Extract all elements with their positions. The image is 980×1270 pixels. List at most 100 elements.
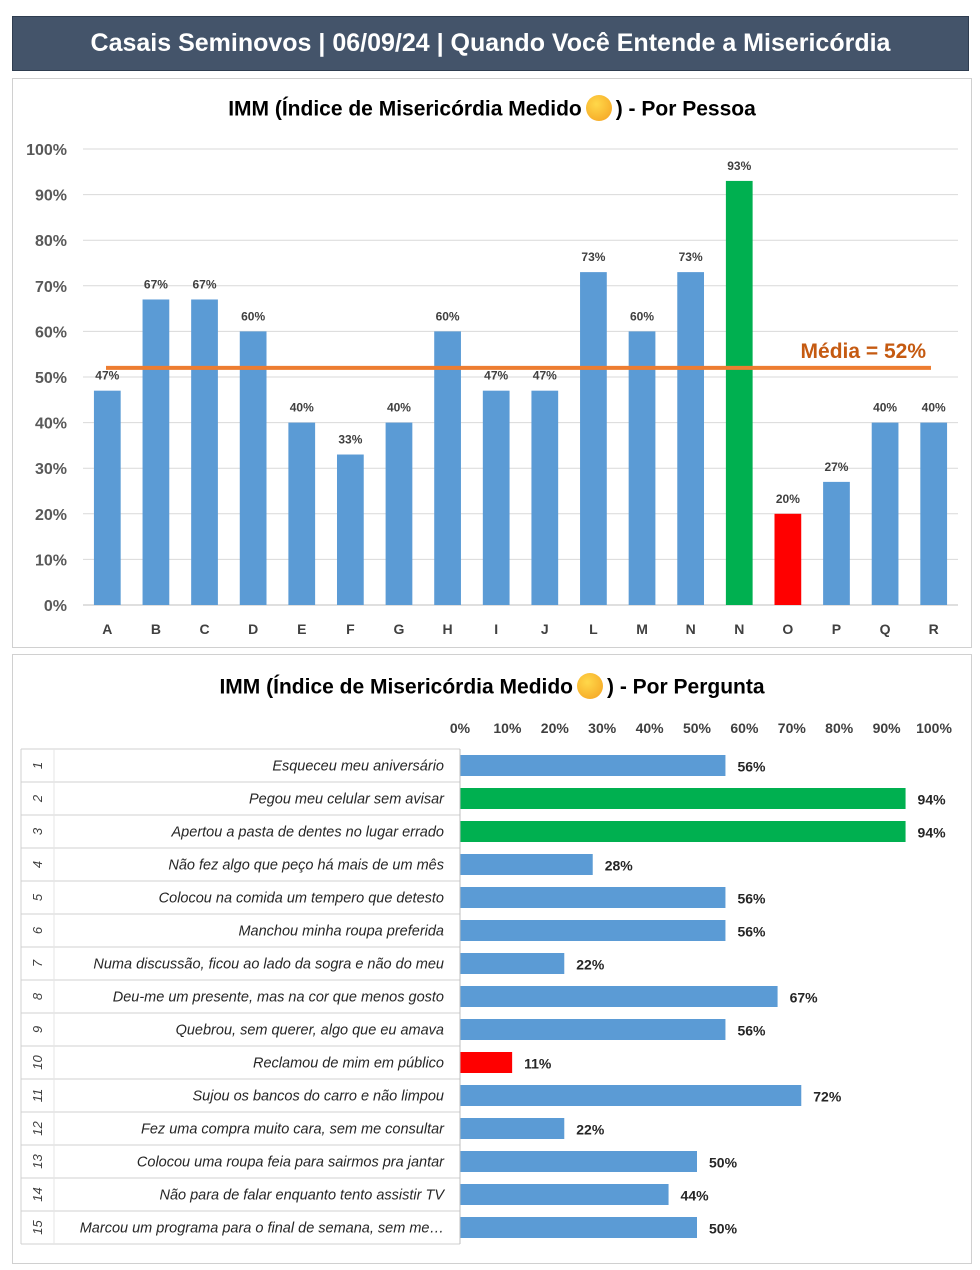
bar — [460, 953, 565, 974]
bar — [288, 422, 316, 605]
x-tick-label: 90% — [873, 720, 902, 736]
chart-title-per-question: IMM (Índice de Misericórdia Medido) - Po… — [13, 673, 971, 701]
row-number: 2 — [30, 794, 45, 803]
chart-panel-per-question: IMM (Índice de Misericórdia Medido) - Po… — [12, 654, 972, 1264]
x-tick-label: P — [832, 621, 841, 637]
bar — [460, 1085, 802, 1106]
data-label: 60% — [436, 309, 460, 323]
question-label: Pegou meu celular sem avisar — [249, 792, 445, 808]
x-tick-label: E — [297, 621, 306, 637]
data-label: 40% — [873, 401, 897, 415]
x-tick-label: F — [346, 621, 355, 637]
bar — [725, 180, 753, 606]
y-tick-label: 40% — [35, 416, 67, 433]
x-tick-label: B — [151, 621, 161, 637]
bar — [460, 986, 778, 1007]
data-label: 44% — [681, 1188, 710, 1204]
x-tick-label: J — [541, 621, 549, 637]
page-title: Casais Seminovos | 06/09/24 | Quando Voc… — [90, 29, 891, 57]
chart-title-per-person: IMM (Índice de Misericórdia Medido) - Po… — [13, 95, 971, 123]
question-label: Não fez algo que peço há mais de um mês — [168, 858, 444, 874]
y-tick-label: 60% — [35, 324, 67, 341]
x-tick-label: A — [102, 621, 112, 637]
bar — [142, 299, 170, 605]
x-tick-label: 20% — [541, 720, 570, 736]
data-label: 28% — [605, 858, 634, 874]
data-label: 94% — [918, 792, 947, 808]
x-tick-label: 70% — [778, 720, 807, 736]
data-label: 40% — [290, 401, 314, 415]
row-number: 4 — [30, 861, 45, 868]
x-tick-label: N — [686, 621, 696, 637]
bar — [434, 331, 461, 605]
data-label: 73% — [679, 250, 703, 264]
row-number: 12 — [30, 1121, 45, 1136]
question-label: Manchou minha roupa preferida — [238, 924, 444, 940]
question-label: Não para de falar enquanto tento assisti… — [159, 1188, 445, 1204]
data-label: 73% — [581, 250, 605, 264]
row-number: 6 — [30, 926, 45, 934]
question-label: Deu-me um presente, mas na cor que menos… — [113, 990, 444, 1006]
y-tick-label: 30% — [35, 461, 67, 478]
column-chart-per-person: 0% 10% 20% 30% 40% 50% 60% 70% 80% 90% 100% 47% A 67%… — [26, 142, 958, 637]
x-tick-label: R — [929, 621, 939, 637]
bar — [460, 1019, 726, 1040]
y-tick-label: 0% — [44, 598, 67, 615]
bar — [239, 331, 267, 605]
data-label: 50% — [709, 1221, 738, 1237]
bar — [460, 1217, 697, 1238]
x-tick-label: 40% — [636, 720, 665, 736]
question-label: Sujou os bancos do carro e não limpou — [193, 1089, 445, 1105]
x-tick-label: 10% — [493, 720, 522, 736]
data-label: 56% — [737, 1023, 766, 1039]
question-label: Colocou na comida um tempero que detesto — [159, 891, 444, 907]
page-header: Casais Seminovos | 06/09/24 | Quando Voc… — [12, 16, 969, 71]
row-number: 14 — [30, 1187, 45, 1201]
bar — [191, 299, 218, 605]
y-tick-label: 80% — [35, 233, 67, 250]
data-label: 67% — [790, 990, 819, 1006]
x-tick-label: 100% — [916, 720, 952, 736]
data-label: 56% — [737, 759, 766, 775]
row-number: 1 — [30, 762, 45, 769]
data-label: 33% — [338, 433, 362, 447]
question-label: Esqueceu meu aniversário — [272, 759, 444, 775]
x-tick-label: 50% — [683, 720, 712, 736]
x-tick-label: 60% — [730, 720, 759, 736]
data-label: 60% — [241, 309, 265, 323]
bar — [871, 422, 899, 605]
x-tick-label: Q — [880, 621, 891, 637]
bar — [460, 887, 726, 908]
x-tick-label: C — [199, 621, 209, 637]
bar — [482, 390, 510, 605]
data-label: 27% — [824, 460, 848, 474]
data-label: 67% — [144, 277, 168, 291]
data-label: 22% — [576, 1122, 605, 1138]
data-label: 47% — [95, 369, 119, 383]
row-number: 9 — [30, 1026, 45, 1033]
bar — [460, 854, 593, 875]
data-label: 60% — [630, 309, 654, 323]
bar — [774, 513, 802, 605]
y-tick-label: 90% — [35, 188, 67, 205]
data-label: 20% — [776, 492, 800, 506]
y-tick-label: 70% — [35, 279, 67, 296]
bar — [677, 272, 705, 605]
question-label: Fez uma compra muito cara, sem me consul… — [141, 1122, 445, 1138]
bar — [93, 390, 121, 605]
x-tick-label: 0% — [450, 720, 471, 736]
row-number: 15 — [30, 1220, 45, 1235]
bar — [920, 422, 948, 605]
chart-panel-per-person: IMM (Índice de Misericórdia Medido) - Po… — [12, 78, 972, 648]
row-number: 10 — [30, 1055, 45, 1070]
bar — [531, 390, 559, 605]
data-label: 94% — [918, 825, 947, 841]
data-label: 72% — [813, 1089, 842, 1105]
question-label: Apertou a pasta de dentes no lugar errad… — [171, 825, 444, 841]
y-tick-label: 20% — [35, 507, 67, 524]
data-label: 47% — [484, 369, 508, 383]
x-tick-label: G — [394, 621, 405, 637]
bar — [460, 1184, 669, 1205]
x-tick-label: O — [782, 621, 793, 637]
row-number: 11 — [30, 1089, 45, 1103]
